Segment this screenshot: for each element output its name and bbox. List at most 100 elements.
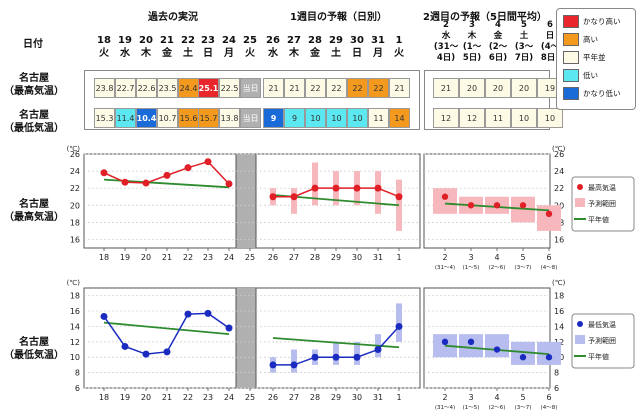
forecast-range-bar <box>270 188 276 206</box>
x-tick-label: 27 <box>289 253 299 262</box>
week-header-text: 水 <box>441 31 451 41</box>
forecast-point <box>395 193 403 201</box>
normal-line-forecast <box>272 337 400 349</box>
forecast-range-bar <box>333 341 339 365</box>
weekday: 土 <box>331 48 341 59</box>
legend-item: 高い <box>563 33 598 46</box>
max-week-cell: 21 <box>433 78 459 98</box>
forecast-point <box>374 184 382 192</box>
y-tick-label: 10 <box>554 353 564 362</box>
week-header: 4 金 (2～ 6日) <box>485 20 511 64</box>
unit-label: (℃) <box>67 145 81 153</box>
day-number: 30 <box>350 35 364 46</box>
week-header: 3 木 (1～ 5日) <box>459 20 485 64</box>
weekly-point <box>441 338 449 346</box>
weekly-range-box <box>511 196 535 223</box>
day-number: 20 <box>139 35 153 46</box>
x-tick-label: 20 <box>141 253 151 262</box>
week-header-text: 7日) <box>514 53 534 63</box>
max-temp-cell: 25.1 <box>198 78 219 98</box>
x-tick-label: 31 <box>373 253 383 262</box>
weekday: 木 <box>141 48 151 59</box>
x-tick-label: 26 <box>268 393 278 402</box>
week-header: 2 水 (31～ 4日) <box>433 20 459 64</box>
x-tick-label: 21 <box>162 253 172 262</box>
weekly-range-box <box>537 341 561 365</box>
week-header-text: (2～ <box>488 42 508 52</box>
x-tick-label: 29 <box>331 253 341 262</box>
x-tick-label: 23 <box>203 253 213 262</box>
x-tick-label: 1 <box>396 393 401 402</box>
week-header-text: (4～ <box>540 42 560 52</box>
week-header-text: (3～ <box>514 42 534 52</box>
min-temp-cell: 15.3 <box>94 108 115 128</box>
forecast-point <box>311 184 319 192</box>
day-header: 28 金 <box>305 34 325 60</box>
week-header-text: 6 <box>547 20 553 30</box>
observed-point <box>100 312 108 320</box>
weekly-range-box <box>459 334 483 358</box>
max-temp-cell: 22 <box>368 78 389 98</box>
legend-marker <box>577 321 583 327</box>
max-temp-cell: 22 <box>347 78 368 98</box>
y-tick-label: 16 <box>554 307 564 316</box>
observed-point <box>184 310 192 318</box>
x-tick-sublabel: (4～8) <box>541 405 558 411</box>
max-temp-cell: 22.7 <box>115 78 136 98</box>
day-number: 22 <box>181 35 195 46</box>
x-tick-label: 28 <box>310 393 320 402</box>
legend-label: 最高気温 <box>588 183 616 192</box>
week-header-text: 8日) <box>540 53 560 63</box>
x-tick-sublabel: (3～7) <box>515 405 532 411</box>
forecast-range-bar <box>291 349 297 373</box>
normal-line-past <box>103 178 230 189</box>
y-tick-label: 8 <box>75 369 80 378</box>
forecast-line <box>273 325 400 366</box>
weekday: 金 <box>310 48 320 59</box>
forecast-line <box>273 187 400 198</box>
min-temp-cell: 当日 <box>240 108 261 128</box>
y-tick-label: 12 <box>554 338 564 347</box>
forecast-range-bar <box>291 188 297 214</box>
observed-point <box>184 164 192 172</box>
min-temp-cell: 9 <box>263 108 284 128</box>
day-header: 31 月 <box>368 34 388 60</box>
min-table-label: 名古屋 （最低気温） <box>4 110 64 134</box>
max-temp-cell: 21 <box>389 78 410 98</box>
legend-range-swatch <box>575 335 585 344</box>
day-number: 28 <box>308 35 322 46</box>
observed-line <box>103 160 230 185</box>
week-header: 5 土 (3～ 7日) <box>511 20 537 64</box>
today-band <box>236 288 256 388</box>
plot-frame-weekly <box>423 287 551 389</box>
y-tick-label: 10 <box>70 353 80 362</box>
weekly-point <box>493 202 501 209</box>
week-header-text: 木 <box>467 31 477 41</box>
forecast-point <box>332 353 340 361</box>
y-tick-label: 20 <box>70 201 80 210</box>
week-header-text: (1～ <box>462 42 482 52</box>
weekly-point <box>467 202 475 209</box>
max-temp-cell: 24.4 <box>178 78 199 98</box>
y-tick-label: 14 <box>554 322 564 331</box>
x-tick-label: 21 <box>162 393 172 402</box>
min-week-cell: 10 <box>537 108 563 128</box>
min-week-cell: 11 <box>485 108 511 128</box>
forecast-range-bar <box>354 341 360 365</box>
chart-legend-box <box>571 313 635 369</box>
weekly-range-box <box>485 334 509 358</box>
observed-point <box>163 171 171 179</box>
y-tick-label: 20 <box>554 201 564 210</box>
weekly-point <box>545 210 553 218</box>
max-temp-cell: 21 <box>263 78 284 98</box>
x-tick-sublabel: (31～4) <box>435 265 455 271</box>
forecast-range-bar <box>375 171 381 214</box>
forecast-range-bar <box>375 334 381 358</box>
x-tick-label: 19 <box>120 253 130 262</box>
observed-point <box>142 350 150 358</box>
x-tick-label: 24 <box>224 253 234 262</box>
min-temp-cell: 14 <box>389 108 410 128</box>
forecast-range-bar <box>270 357 276 373</box>
y-tick-label: 16 <box>70 235 80 244</box>
unit-label: (℃) <box>67 279 81 287</box>
